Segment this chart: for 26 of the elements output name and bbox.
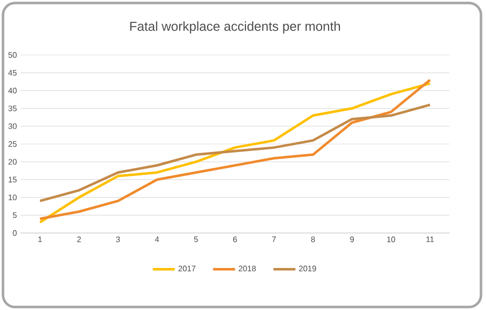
legend-label: 2018 <box>238 266 256 272</box>
y-tick-label: 10 <box>8 194 17 200</box>
x-tick-label: 9 <box>350 236 354 242</box>
y-tick-label: 25 <box>8 141 17 147</box>
x-tick-label: 8 <box>311 236 315 242</box>
y-tick-label: 45 <box>8 70 17 76</box>
y-tick-label: 0 <box>12 230 17 236</box>
x-tick-label: 2 <box>77 236 81 242</box>
legend-label: 2019 <box>299 266 316 272</box>
y-tick-label: 30 <box>8 123 17 130</box>
y-tick-label: 5 <box>12 212 17 218</box>
x-tick-label: 7 <box>272 236 276 242</box>
legend-label: 2017 <box>178 266 196 272</box>
y-tick-label: 50 <box>8 52 17 58</box>
y-tick-label: 40 <box>8 88 17 94</box>
y-tick-label: 20 <box>8 158 17 165</box>
y-tick-label: 15 <box>8 176 17 182</box>
x-tick-label: 10 <box>387 236 396 242</box>
x-tick-label: 6 <box>233 236 237 242</box>
x-tick-label: 3 <box>116 236 120 242</box>
y-tick-label: 35 <box>8 106 17 112</box>
x-tick-label: 5 <box>194 236 198 242</box>
x-tick-label: 4 <box>154 236 159 242</box>
x-tick-label: 1 <box>38 236 42 242</box>
chart-title: Fatal workplace accidents per month <box>130 21 340 34</box>
x-tick-label: 11 <box>426 236 434 242</box>
